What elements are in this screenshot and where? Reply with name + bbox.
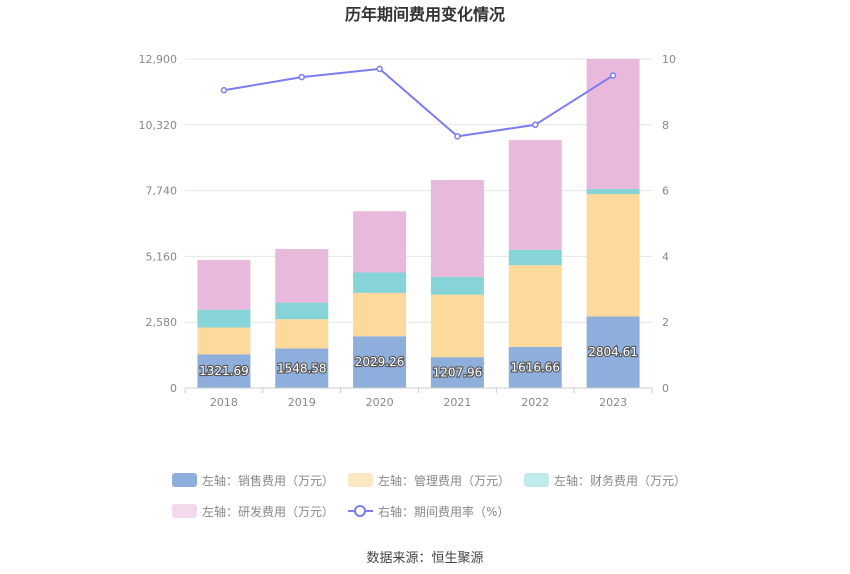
y-right-tick-label: 6 xyxy=(662,185,669,198)
rate-point xyxy=(376,65,383,73)
legend-item-rate[interactable]: 右轴：期间费用率（%） xyxy=(348,503,509,519)
bar-segment xyxy=(430,276,484,295)
legend-swatch-sales xyxy=(172,473,197,487)
data-source: 数据来源：恒生聚源 xyxy=(366,551,484,566)
bar-segment xyxy=(275,249,329,303)
x-tick-label: 2020 xyxy=(366,396,394,409)
bar-segment xyxy=(275,302,329,320)
legend-swatch-admin xyxy=(348,473,374,487)
legend-swatch-rate-icon xyxy=(348,504,374,518)
bar-segment xyxy=(275,319,329,349)
bar-segment xyxy=(353,272,407,293)
legend-item-rd[interactable]: 左轴：研发费用（万元） xyxy=(172,503,334,519)
bar-segment xyxy=(508,346,562,388)
line-series xyxy=(220,65,617,140)
legend-row-1: 左轴：销售费用（万元） 左轴：管理费用（万元） 左轴：财务费用（万元） xyxy=(172,472,692,488)
bar-segment xyxy=(586,194,640,317)
chart-title: 历年期间费用变化情况 xyxy=(345,5,505,24)
legend-label-rd: 左轴：研发费用（万元） xyxy=(202,504,335,519)
bar-segment xyxy=(586,58,640,189)
bar-segment xyxy=(353,292,407,337)
data-labels: 1321.69 1548.58 2029.26 1207.96 1616.66 2804.… xyxy=(198,344,639,381)
y-left-tick-label: 2,580 xyxy=(146,316,178,329)
x-tick-label: 2018 xyxy=(210,396,238,409)
x-tick-label: 2023 xyxy=(599,396,627,409)
legend-label-rate: 右轴：期间费用率（%） xyxy=(378,504,510,519)
rate-line xyxy=(223,67,614,138)
bar-data-label: 1321.69 xyxy=(199,364,249,378)
x-tick-label: 2021 xyxy=(443,396,471,409)
rate-point xyxy=(298,73,305,81)
bar-segment xyxy=(197,309,251,328)
y-right-tick-label: 2 xyxy=(662,316,669,329)
chart-legend: 左轴：销售费用（万元） 左轴：管理费用（万元） 左轴：财务费用（万元） 左轴：研… xyxy=(172,472,692,534)
bar-data-label: 1548.58 xyxy=(277,361,327,375)
y-right-tick-label: 10 xyxy=(662,53,676,66)
rate-point xyxy=(532,121,539,129)
legend-row-2: 左轴：研发费用（万元） 右轴：期间费用率（%） xyxy=(172,503,692,519)
y-right-tick-label: 0 xyxy=(662,382,669,395)
rate-point xyxy=(220,87,228,94)
bar-segment xyxy=(353,336,407,388)
bar-data-label: 1207.96 xyxy=(433,366,483,380)
bar-segment xyxy=(508,265,562,347)
bar-segment xyxy=(430,357,484,388)
axes: 0 0 2,580 2 5,160 4 7,740 6 10,320 8 12,900 10 2018 2… xyxy=(139,53,677,409)
bar-data-label: 1616.66 xyxy=(510,360,560,374)
bar-segment xyxy=(508,140,562,250)
bar-segment xyxy=(430,179,484,277)
y-left-tick-label: 10,320 xyxy=(139,119,178,132)
legend-label-sales: 左轴：销售费用（万元） xyxy=(202,473,335,488)
y-left-tick-label: 5,160 xyxy=(146,250,178,263)
bar-segment xyxy=(586,316,640,388)
y-right-tick-label: 8 xyxy=(662,119,669,132)
bar-data-label: 2029.26 xyxy=(355,355,405,369)
bar-segment xyxy=(197,354,251,388)
x-tick-label: 2022 xyxy=(521,396,549,409)
bar-series xyxy=(197,58,640,388)
bar-segment xyxy=(275,348,329,388)
legend-item-sales[interactable]: 左轴：销售费用（万元） xyxy=(172,472,334,488)
bar-segment xyxy=(197,259,251,310)
bar-data-label: 2804.61 xyxy=(588,345,638,359)
legend-item-finance[interactable]: 左轴：财务费用（万元） xyxy=(524,472,686,488)
bar-segment xyxy=(586,188,640,195)
rate-point xyxy=(609,72,617,79)
grid-lines xyxy=(185,58,652,323)
legend-swatch-rd xyxy=(172,504,197,518)
y-left-tick-label: 0 xyxy=(170,382,177,395)
y-right-tick-label: 4 xyxy=(662,250,669,263)
bar-segment xyxy=(197,327,251,355)
bar-segment xyxy=(353,211,407,273)
bar-segment xyxy=(430,294,484,358)
x-tick-label: 2019 xyxy=(288,396,316,409)
bar-segment xyxy=(508,249,562,266)
rate-point xyxy=(454,133,461,140)
y-left-tick-label: 12,900 xyxy=(139,53,178,66)
legend-item-admin[interactable]: 左轴：管理费用（万元） xyxy=(348,472,510,488)
legend-label-admin: 左轴：管理费用（万元） xyxy=(378,473,511,488)
y-left-tick-label: 7,740 xyxy=(146,185,178,198)
legend-swatch-finance xyxy=(524,473,550,487)
legend-label-finance: 左轴：财务费用（万元） xyxy=(554,473,687,488)
